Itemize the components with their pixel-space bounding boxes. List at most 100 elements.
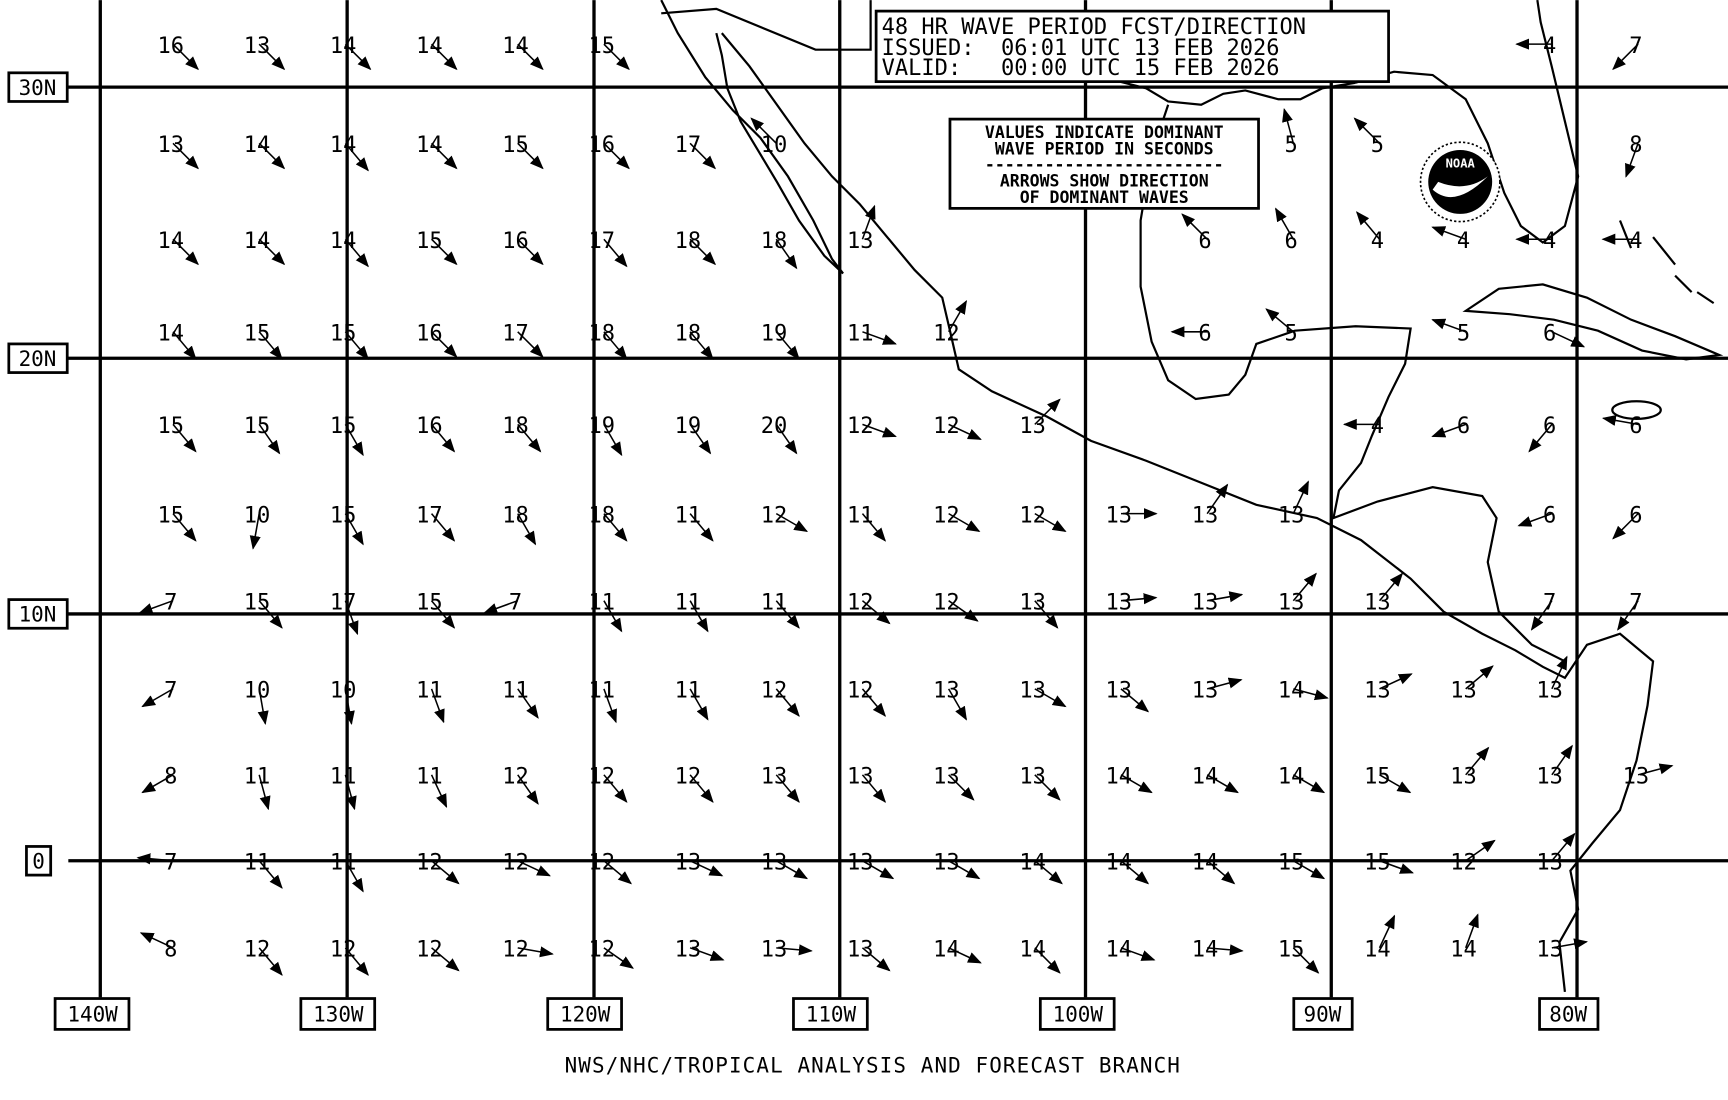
issued-time: ISSUED: 06:01 UTC 13 FEB 2026 bbox=[882, 36, 1280, 61]
wave-direction-arrow bbox=[1353, 117, 1381, 144]
wave-period-value: 14 bbox=[330, 34, 357, 59]
wave-period-value: 15 bbox=[588, 34, 615, 59]
wave-period-value: 6 bbox=[1629, 414, 1642, 439]
wave-direction-arrow bbox=[344, 142, 369, 172]
wave-period-value: 14 bbox=[1192, 765, 1219, 790]
wave-period-value: 8 bbox=[1629, 133, 1642, 158]
wave-direction-arrow bbox=[1292, 947, 1320, 974]
wave-period-value: 14 bbox=[416, 133, 443, 158]
wave-period-value: 17 bbox=[416, 503, 443, 528]
wave-direction-arrow bbox=[948, 774, 975, 801]
wave-direction-arrow bbox=[948, 860, 981, 880]
wave-direction-arrow bbox=[1206, 483, 1229, 515]
wave-direction-arrow bbox=[1181, 213, 1208, 240]
wave-period-value: 12 bbox=[761, 503, 788, 528]
wave-period-value: 17 bbox=[330, 591, 357, 616]
wave-period-value: 18 bbox=[588, 503, 615, 528]
wave-direction-arrow bbox=[1120, 774, 1153, 794]
wave-period-value: 12 bbox=[502, 851, 529, 876]
wave-direction-arrow bbox=[1465, 839, 1496, 862]
wave-period-value: 12 bbox=[847, 679, 874, 704]
wave-direction-arrow bbox=[1612, 43, 1639, 71]
baja-california-coast bbox=[660, 0, 844, 275]
wave-period-value: 12 bbox=[933, 503, 960, 528]
wave-direction-arrow bbox=[1293, 688, 1329, 701]
noaa-logo: NOAA bbox=[1419, 141, 1501, 223]
wave-direction-arrow bbox=[861, 774, 887, 803]
wave-period-value: 17 bbox=[588, 229, 615, 254]
wave-period-value: 12 bbox=[588, 938, 615, 963]
wave-period-value: 6 bbox=[1198, 322, 1211, 347]
wave-period-value: 16 bbox=[416, 322, 443, 347]
wave-period-value: 6 bbox=[1543, 322, 1556, 347]
wave-period-value: 13 bbox=[933, 851, 960, 876]
wave-direction-arrow bbox=[431, 43, 458, 71]
map-title: 48 HR WAVE PERIOD FCST/DIRECTION bbox=[882, 15, 1306, 40]
footer-credit: NWS/NHC/TROPICAL ANALYSIS AND FORECAST B… bbox=[565, 1053, 1181, 1077]
wave-direction-arrow bbox=[141, 688, 174, 708]
wave-period-value: 15 bbox=[1278, 851, 1305, 876]
wave-period-value: 13 bbox=[761, 765, 788, 790]
wave-period-value: 13 bbox=[847, 765, 874, 790]
wave-period-value: 17 bbox=[675, 133, 702, 158]
wave-direction-arrow bbox=[258, 238, 286, 266]
wave-direction-arrow bbox=[258, 423, 281, 455]
legend-divider: ------------------------ bbox=[985, 155, 1224, 174]
us-mexico-border bbox=[661, 0, 872, 51]
wave-direction-arrow bbox=[603, 423, 623, 457]
wave-period-value: 6 bbox=[1285, 229, 1298, 254]
wave-period-value: 12 bbox=[416, 851, 443, 876]
wave-direction-arrow bbox=[1206, 774, 1239, 794]
wave-period-value: 12 bbox=[847, 591, 874, 616]
wave-period-value: 11 bbox=[847, 503, 874, 528]
wave-direction-arrow bbox=[1275, 207, 1295, 240]
wave-direction-arrow bbox=[517, 774, 539, 805]
wave-direction-arrow bbox=[1034, 947, 1061, 974]
wave-period-value: 13 bbox=[1106, 503, 1133, 528]
wave-period-value: 10 bbox=[761, 133, 788, 158]
wave-period-value: 14 bbox=[158, 322, 185, 347]
lat-label: 0 bbox=[32, 849, 45, 873]
wave-direction-arrow bbox=[1120, 593, 1158, 605]
wave-direction-arrow bbox=[689, 142, 717, 170]
wave-period-value: 13 bbox=[1450, 765, 1477, 790]
wave-direction-arrow bbox=[948, 423, 982, 440]
wave-period-value: 13 bbox=[847, 851, 874, 876]
wave-direction-arrow bbox=[1034, 512, 1067, 532]
wave-direction-arrow bbox=[1034, 774, 1061, 801]
jamaica-coast bbox=[1611, 400, 1662, 420]
wave-period-value: 14 bbox=[1192, 938, 1219, 963]
wave-direction-arrow bbox=[517, 331, 544, 358]
wave-period-value: 11 bbox=[416, 679, 443, 704]
wave-direction-arrow bbox=[344, 423, 364, 457]
wave-period-value: 13 bbox=[1192, 591, 1219, 616]
wave-direction-arrow bbox=[1379, 673, 1413, 690]
wave-direction-arrow bbox=[689, 423, 712, 455]
wave-direction-arrow bbox=[775, 688, 800, 717]
wave-period-value: 15 bbox=[502, 133, 529, 158]
wave-direction-arrow bbox=[1601, 414, 1639, 426]
gulf-of-mexico-coast bbox=[1101, 76, 1566, 663]
valid-time: VALID: 00:00 UTC 15 FEB 2026 bbox=[882, 56, 1280, 81]
wave-direction-arrow bbox=[431, 142, 458, 170]
lon-label: 90W bbox=[1304, 1003, 1342, 1027]
wave-direction-arrow bbox=[431, 947, 460, 972]
wave-period-value: 13 bbox=[1536, 679, 1563, 704]
wave-period-value: 13 bbox=[1019, 765, 1046, 790]
wave-period-value: 11 bbox=[761, 591, 788, 616]
wave-period-value: 14 bbox=[1106, 765, 1133, 790]
wave-period-value: 10 bbox=[330, 679, 357, 704]
header-box: 48 HR WAVE PERIOD FCST/DIRECTION ISSUED:… bbox=[874, 9, 1390, 84]
wave-direction-arrow bbox=[1207, 591, 1244, 603]
lon-label: 80W bbox=[1549, 1003, 1587, 1027]
wave-direction-arrow bbox=[1206, 860, 1236, 885]
legend-line: ARROWS SHOW DIRECTION bbox=[1000, 171, 1209, 190]
wave-direction-arrow bbox=[862, 423, 897, 438]
wave-direction-arrow bbox=[1265, 308, 1294, 333]
legend-line: WAVE PERIOD IN SECONDS bbox=[995, 139, 1214, 158]
wave-direction-arrow bbox=[1292, 572, 1317, 602]
wave-direction-arrow bbox=[1431, 318, 1466, 333]
wave-direction-arrow bbox=[862, 331, 897, 345]
wave-direction-arrow bbox=[689, 331, 714, 360]
wave-period-value: 7 bbox=[164, 591, 177, 616]
